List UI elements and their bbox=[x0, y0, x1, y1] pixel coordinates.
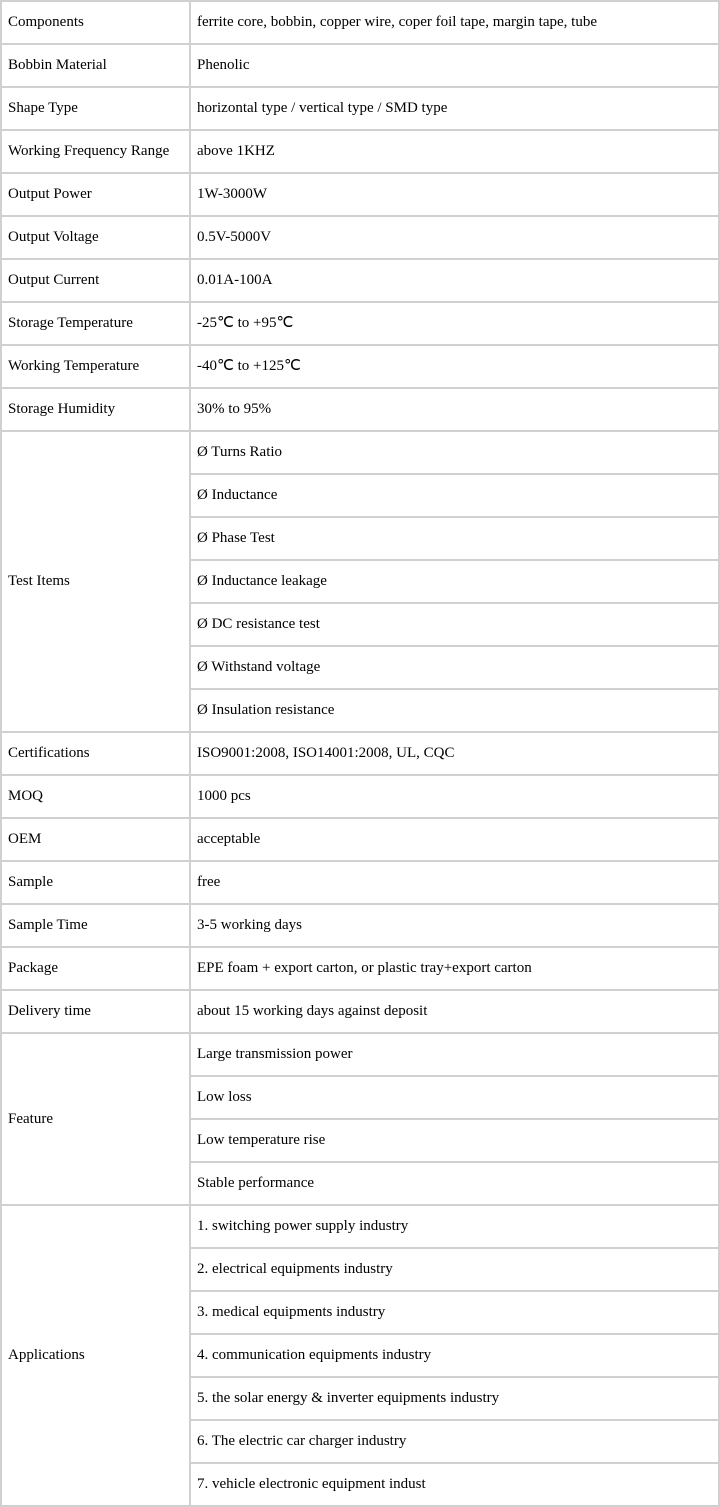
table-row: MOQ1000 pcs bbox=[2, 776, 718, 817]
spec-value: Ø Insulation resistance bbox=[191, 690, 718, 731]
spec-label: Components bbox=[2, 2, 189, 43]
spec-value: -25℃ to +95℃ bbox=[191, 303, 718, 344]
spec-value: -40℃ to +125℃ bbox=[191, 346, 718, 387]
spec-value: about 15 working days against deposit bbox=[191, 991, 718, 1032]
spec-value: 0.5V-5000V bbox=[191, 217, 718, 258]
spec-value: 1W-3000W bbox=[191, 174, 718, 215]
table-row: Applications1. switching power supply in… bbox=[2, 1206, 718, 1247]
spec-label: Sample Time bbox=[2, 905, 189, 946]
table-row: Test ItemsØ Turns Ratio bbox=[2, 432, 718, 473]
spec-value: above 1KHZ bbox=[191, 131, 718, 172]
spec-value: Ø Phase Test bbox=[191, 518, 718, 559]
spec-value: Stable performance bbox=[191, 1163, 718, 1204]
table-row: Samplefree bbox=[2, 862, 718, 903]
spec-value: ISO9001:2008, ISO14001:2008, UL, CQC bbox=[191, 733, 718, 774]
spec-value: 30% to 95% bbox=[191, 389, 718, 430]
spec-label: MOQ bbox=[2, 776, 189, 817]
spec-label: Shape Type bbox=[2, 88, 189, 129]
table-row: Output Voltage0.5V-5000V bbox=[2, 217, 718, 258]
spec-value: Ø Inductance bbox=[191, 475, 718, 516]
spec-label: Output Current bbox=[2, 260, 189, 301]
table-row: Working Temperature-40℃ to +125℃ bbox=[2, 346, 718, 387]
table-row: Delivery timeabout 15 working days again… bbox=[2, 991, 718, 1032]
spec-table-body: Componentsferrite core, bobbin, copper w… bbox=[2, 2, 718, 1505]
spec-value: Low loss bbox=[191, 1077, 718, 1118]
spec-label: Certifications bbox=[2, 733, 189, 774]
spec-label: Applications bbox=[2, 1206, 189, 1505]
spec-label: OEM bbox=[2, 819, 189, 860]
spec-label: Test Items bbox=[2, 432, 189, 731]
spec-value: 4. communication equipments industry bbox=[191, 1335, 718, 1376]
spec-value: 1. switching power supply industry bbox=[191, 1206, 718, 1247]
spec-label: Package bbox=[2, 948, 189, 989]
table-row: Sample Time3-5 working days bbox=[2, 905, 718, 946]
table-row: PackageEPE foam + export carton, or plas… bbox=[2, 948, 718, 989]
spec-label: Output Power bbox=[2, 174, 189, 215]
table-row: Output Current0.01A-100A bbox=[2, 260, 718, 301]
spec-value: horizontal type / vertical type / SMD ty… bbox=[191, 88, 718, 129]
spec-label: Feature bbox=[2, 1034, 189, 1204]
table-row: Storage Temperature-25℃ to +95℃ bbox=[2, 303, 718, 344]
spec-value: acceptable bbox=[191, 819, 718, 860]
spec-value: EPE foam + export carton, or plastic tra… bbox=[191, 948, 718, 989]
table-row: FeatureLarge transmission power bbox=[2, 1034, 718, 1075]
spec-label: Storage Temperature bbox=[2, 303, 189, 344]
spec-value: Low temperature rise bbox=[191, 1120, 718, 1161]
spec-label: Working Temperature bbox=[2, 346, 189, 387]
spec-label: Delivery time bbox=[2, 991, 189, 1032]
spec-value: Phenolic bbox=[191, 45, 718, 86]
spec-value: 3. medical equipments industry bbox=[191, 1292, 718, 1333]
spec-value: 5. the solar energy & inverter equipment… bbox=[191, 1378, 718, 1419]
spec-value: ferrite core, bobbin, copper wire, coper… bbox=[191, 2, 718, 43]
spec-value: Ø DC resistance test bbox=[191, 604, 718, 645]
table-row: Working Frequency Rangeabove 1KHZ bbox=[2, 131, 718, 172]
spec-value: Large transmission power bbox=[191, 1034, 718, 1075]
table-row: OEMacceptable bbox=[2, 819, 718, 860]
spec-label: Storage Humidity bbox=[2, 389, 189, 430]
table-row: CertificationsISO9001:2008, ISO14001:200… bbox=[2, 733, 718, 774]
spec-value: Ø Withstand voltage bbox=[191, 647, 718, 688]
spec-label: Sample bbox=[2, 862, 189, 903]
spec-value: 1000 pcs bbox=[191, 776, 718, 817]
table-row: Output Power1W-3000W bbox=[2, 174, 718, 215]
table-row: Bobbin MaterialPhenolic bbox=[2, 45, 718, 86]
table-row: Storage Humidity30% to 95% bbox=[2, 389, 718, 430]
spec-table: Componentsferrite core, bobbin, copper w… bbox=[0, 0, 720, 1507]
spec-value: 2. electrical equipments industry bbox=[191, 1249, 718, 1290]
spec-value: 7. vehicle electronic equipment indust bbox=[191, 1464, 718, 1505]
spec-label: Output Voltage bbox=[2, 217, 189, 258]
table-row: Shape Typehorizontal type / vertical typ… bbox=[2, 88, 718, 129]
spec-value: 0.01A-100A bbox=[191, 260, 718, 301]
spec-value: 6. The electric car charger industry bbox=[191, 1421, 718, 1462]
spec-value: Ø Turns Ratio bbox=[191, 432, 718, 473]
spec-label: Working Frequency Range bbox=[2, 131, 189, 172]
spec-value: Ø Inductance leakage bbox=[191, 561, 718, 602]
spec-value: 3-5 working days bbox=[191, 905, 718, 946]
spec-label: Bobbin Material bbox=[2, 45, 189, 86]
spec-value: free bbox=[191, 862, 718, 903]
table-row: Componentsferrite core, bobbin, copper w… bbox=[2, 2, 718, 43]
